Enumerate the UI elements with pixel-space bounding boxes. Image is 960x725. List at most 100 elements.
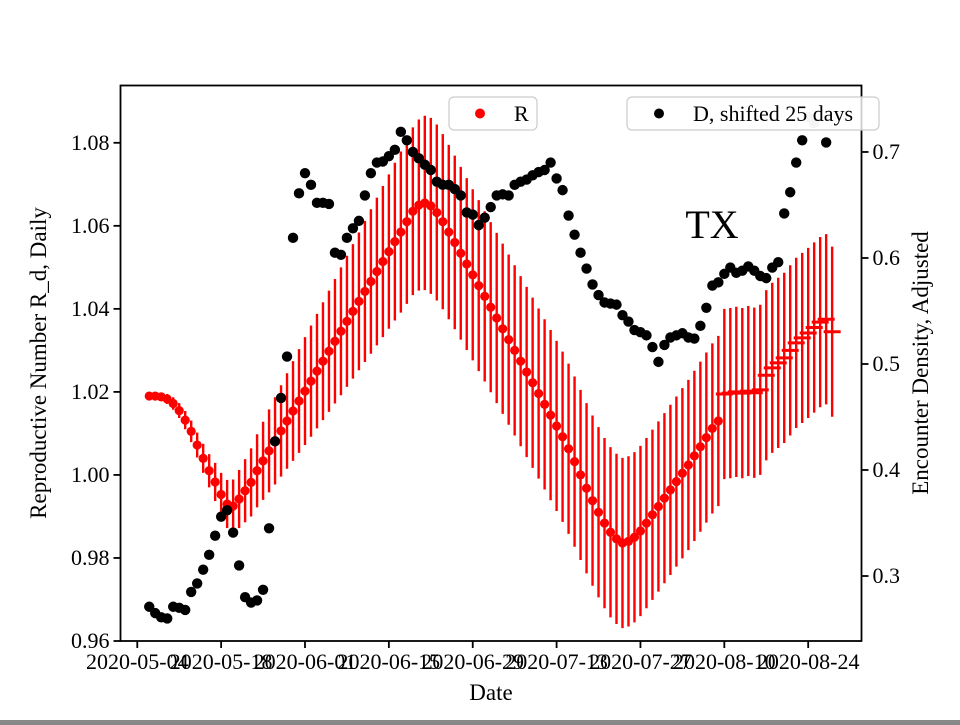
r-point (444, 227, 454, 237)
r-point (360, 286, 370, 297)
r-point (492, 313, 502, 323)
r-point (581, 483, 592, 493)
d-point (353, 215, 365, 227)
x-tick-label: 2020-05-18 (170, 649, 273, 674)
r-point (294, 396, 304, 406)
d-point (713, 277, 724, 288)
d-point (191, 578, 203, 589)
r-point (671, 476, 681, 487)
d-point (323, 198, 335, 210)
r-point (534, 388, 544, 399)
r-point (647, 510, 658, 520)
d-point (221, 505, 233, 516)
d-point (365, 167, 377, 179)
r-point (605, 527, 616, 537)
r-point (306, 376, 316, 386)
r-point (587, 496, 598, 506)
r-point (180, 415, 190, 425)
d-point (557, 184, 568, 196)
r-point (378, 256, 388, 267)
r-point (713, 416, 723, 426)
d-point (185, 586, 197, 598)
plot-data-layer (144, 111, 841, 629)
r-point (557, 432, 568, 442)
r-point (540, 399, 550, 409)
d-point (263, 523, 275, 534)
legend-r-box (448, 96, 538, 131)
r-point (486, 302, 496, 312)
d-point (611, 299, 622, 310)
r-point (551, 421, 562, 431)
d-point (395, 126, 407, 138)
r-point (192, 440, 202, 450)
r-point (641, 518, 652, 528)
y-left-tick-label: 1.06 (71, 213, 110, 238)
r-point (234, 494, 244, 504)
d-point (341, 232, 353, 244)
y-left-tick-label: 1.00 (71, 462, 110, 487)
d-point (401, 135, 413, 146)
d-point (551, 173, 562, 184)
d-point (227, 527, 239, 538)
d-point (659, 339, 670, 351)
y-left-tick-label: 0.96 (71, 628, 110, 653)
d-point (563, 210, 574, 221)
r-point (653, 501, 664, 512)
d-point (162, 613, 173, 624)
d-point (197, 564, 209, 575)
x-tick-label: 2020-05-04 (86, 649, 189, 674)
d-point (287, 232, 299, 244)
d-point (761, 272, 772, 284)
r-point (450, 237, 460, 248)
y-left-tick-label: 1.08 (71, 130, 110, 155)
r-point (474, 281, 484, 291)
y-left-tick-label: 1.04 (71, 296, 110, 321)
r-point (186, 426, 196, 436)
r-point (677, 468, 687, 478)
r-point (522, 367, 532, 377)
r-point (528, 378, 538, 388)
r-point (288, 406, 298, 416)
d-point (299, 167, 311, 179)
r-point (282, 416, 292, 426)
d-point (773, 257, 784, 268)
r-point (198, 453, 208, 463)
d-point (269, 436, 281, 447)
d-point (281, 351, 293, 362)
d-point (689, 333, 700, 344)
y-left-tick-label: 1.02 (71, 379, 110, 404)
d-point (257, 584, 269, 595)
r-point (330, 336, 340, 346)
d-point (203, 549, 215, 561)
r-point (707, 423, 717, 434)
d-point (467, 209, 478, 220)
d-point (455, 190, 466, 201)
d-point (791, 157, 802, 168)
d-point (569, 229, 580, 240)
r-point (432, 207, 442, 218)
d-point (623, 316, 634, 327)
x-tick-label: 2020-08-10 (673, 649, 776, 674)
r-point (462, 259, 472, 269)
y-right-tick-label: 0.6 (873, 245, 901, 270)
y-left-axis-label: Reproductive Number R_d, Daily (26, 207, 51, 519)
d-point (796, 135, 808, 146)
r-point (252, 466, 262, 476)
y-left-tick-label: 0.98 (71, 545, 110, 570)
r-point (569, 457, 580, 467)
r-point (354, 296, 364, 306)
d-point (503, 190, 514, 201)
r-point (599, 518, 610, 528)
r-point (635, 526, 646, 536)
r-point (240, 486, 250, 496)
r-point (593, 507, 604, 517)
r-point (318, 356, 328, 366)
legend-r: R (448, 96, 538, 131)
x-tick-label: 2020-06-15 (338, 649, 441, 674)
r-point (438, 217, 448, 227)
d-point (593, 289, 604, 301)
d-point (389, 144, 401, 156)
r-point (324, 346, 334, 356)
d-point (179, 604, 191, 616)
